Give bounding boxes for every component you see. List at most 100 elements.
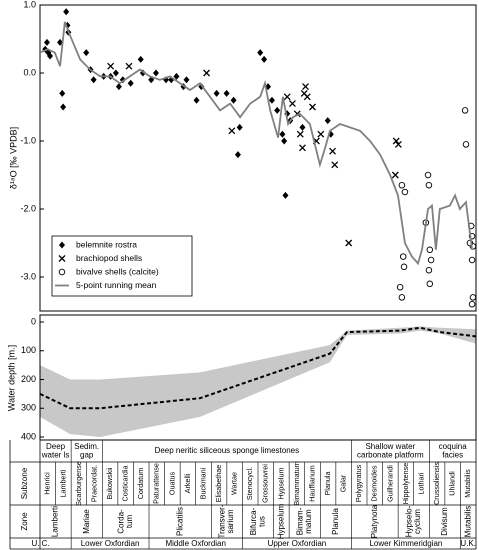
- belemnite-point: [60, 103, 67, 111]
- table-label: Hypselo-: [405, 505, 414, 537]
- table-label: sarium: [226, 509, 235, 533]
- belemnite-point: [299, 123, 306, 131]
- table-label: Mutabilis: [463, 506, 472, 538]
- brachiopod-point: [302, 83, 309, 91]
- bivalve-point: [469, 294, 477, 301]
- brachiopod-point: [391, 171, 399, 179]
- bivalve-point: [424, 171, 432, 179]
- y-tick-label: -1.0: [20, 135, 36, 145]
- subzone-label: Praecordat.: [89, 465, 98, 502]
- bivalve-point: [396, 283, 404, 291]
- subzone-label: Arkelli: [183, 473, 192, 493]
- belemnite-point: [43, 38, 50, 46]
- belemnite-point: [59, 89, 66, 97]
- belemnite-point: [257, 49, 264, 57]
- belemnite-point: [83, 49, 90, 57]
- subzone-label: Hauffianum: [307, 465, 316, 502]
- belemnite-point: [115, 83, 122, 91]
- table-label: Bifurca-: [249, 507, 258, 535]
- legend-box: [51, 235, 193, 297]
- subzone-label: Buckmani: [198, 467, 207, 499]
- legend-marker: [58, 268, 66, 276]
- bivalve-point: [400, 263, 408, 271]
- y-axis-label: Water depth [m.]: [6, 345, 16, 411]
- bivalve-point: [426, 246, 434, 254]
- table-label: coquina: [439, 442, 468, 451]
- subzone-label: Stenocycl.: [245, 467, 254, 500]
- subzone-label: Henrici: [43, 472, 52, 495]
- plot-frame: [39, 314, 477, 441]
- subzone-label: Lothari: [416, 472, 425, 494]
- table-label: Sedim.: [74, 442, 99, 451]
- bivalve-point: [426, 280, 434, 288]
- belemnite-point: [279, 130, 286, 138]
- table-label: carbonate platform: [357, 450, 424, 459]
- y-tick-label: -3.0: [20, 271, 36, 281]
- y-axis-label: δ¹⁸O [‰ VPDB]: [8, 127, 18, 189]
- depth-mean-line: [39, 326, 477, 410]
- subzone-label: Galar: [339, 474, 348, 492]
- belemnite-point: [213, 89, 220, 97]
- table-label: Deep neritic siliceous sponge limestones: [155, 446, 300, 455]
- subzone-label: Costicardia: [121, 466, 130, 502]
- stage-label: Middle Oxfordian: [165, 539, 225, 548]
- subzone-label: Ouatus: [167, 472, 176, 496]
- subzone-label: Paturattense: [152, 463, 161, 504]
- legend-marker: [59, 241, 65, 249]
- table-label: water ls: [41, 450, 70, 459]
- subzone-label: Lamberti: [58, 469, 67, 497]
- stage-label: U.K.: [460, 539, 476, 548]
- belemnite-point: [127, 79, 134, 87]
- running-mean-line: [39, 21, 473, 266]
- row-header: Subzone: [20, 467, 29, 499]
- y-tick-label: 100: [21, 345, 36, 355]
- belemnite-point: [236, 123, 243, 131]
- belemnite-point: [47, 52, 54, 60]
- table-label: gap: [80, 450, 94, 459]
- legend-label: bivalve shells (calcite): [76, 266, 159, 276]
- bivalve-point: [398, 181, 406, 189]
- brachiopod-point: [299, 144, 306, 152]
- brachiopod-point: [203, 69, 211, 77]
- y-tick-label: 400: [21, 431, 36, 441]
- legend-label: 5-point running mean: [76, 280, 157, 290]
- table-label: tus: [257, 516, 266, 527]
- belemnite-point: [274, 106, 281, 114]
- bivalve-point: [425, 181, 433, 189]
- brachiopod-point: [228, 127, 236, 135]
- table-label: Corda-: [117, 509, 126, 534]
- bivalve-point: [427, 256, 435, 264]
- brachiopod-point: [283, 93, 291, 101]
- subzone-label: Desmoides: [370, 465, 379, 501]
- bivalve-point: [401, 188, 409, 196]
- subzone-label: Mutabilis: [463, 469, 472, 498]
- bivalve-point: [468, 256, 476, 264]
- belemnite-point: [183, 76, 190, 84]
- bivalve-point: [468, 300, 476, 308]
- belemnite-point: [281, 137, 288, 145]
- stage-label: Lower Kimmeridgian: [369, 539, 442, 548]
- table-label: Mariae: [82, 509, 91, 534]
- bivalve-point: [462, 141, 470, 148]
- brachiopod-point: [317, 130, 325, 138]
- depth-range-band: [40, 326, 476, 437]
- table-label: Shallow water: [365, 442, 415, 451]
- table-label: facies: [442, 450, 463, 459]
- belemnite-point: [324, 117, 331, 125]
- brachiopod-point: [303, 93, 311, 101]
- y-tick-label: -2.0: [20, 203, 36, 213]
- subzone-label: Bimammatum: [292, 461, 301, 505]
- table-label: Bimam-: [296, 507, 305, 535]
- table-label: tum: [125, 515, 134, 529]
- subzone-label: Hypselum: [276, 468, 285, 500]
- subzone-label: Scarburgense: [74, 461, 83, 506]
- brachiopod-point: [296, 130, 304, 138]
- belemnite-point: [112, 69, 119, 77]
- bivalve-point: [398, 294, 406, 301]
- subzone-label: Hippolytense: [401, 463, 410, 505]
- belemnite-point: [63, 8, 70, 16]
- belemnite-point: [234, 151, 241, 159]
- table-label: Platynota: [370, 504, 379, 538]
- subzone-label: Bukowskii: [105, 467, 114, 499]
- brachiopod-point: [394, 140, 402, 148]
